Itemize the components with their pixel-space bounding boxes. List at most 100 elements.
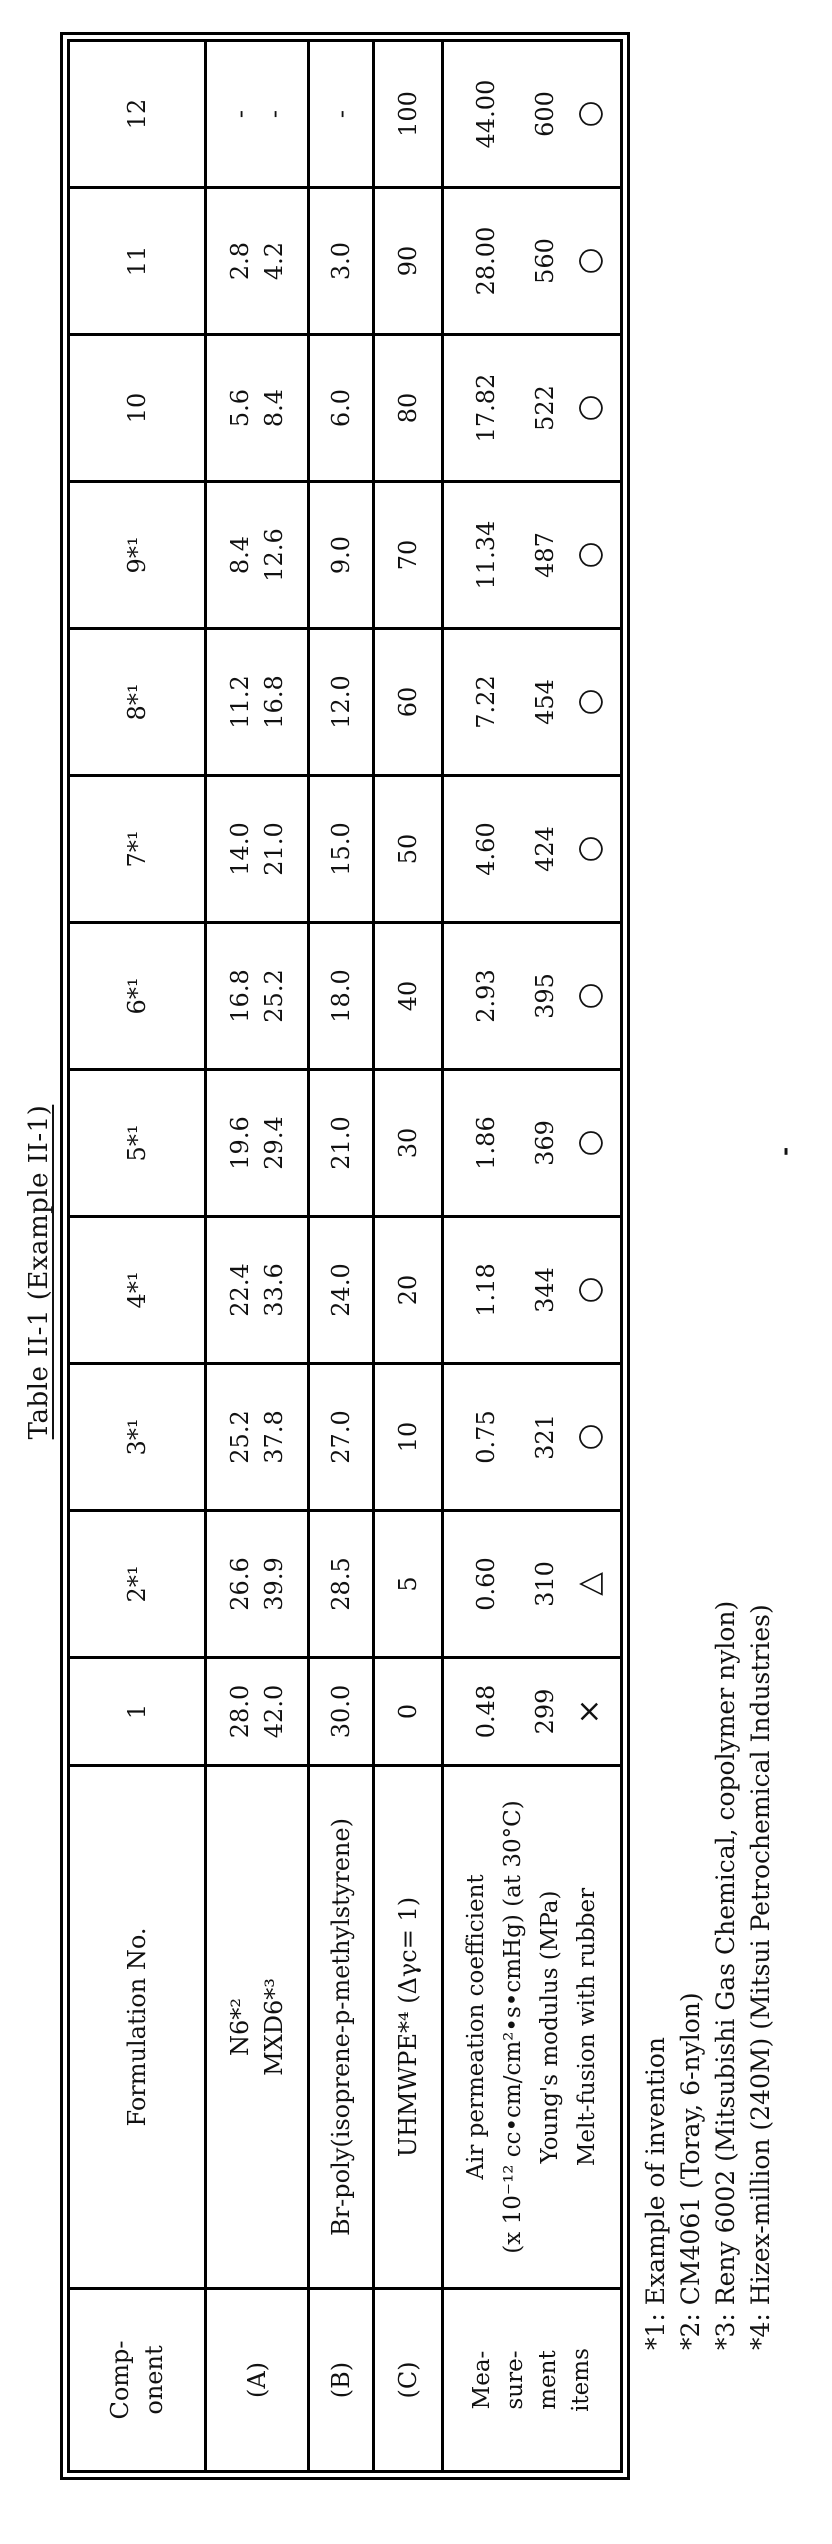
label-b-cell: Br-poly(isoprene-p-methylstyrene) [308,1765,374,2289]
melt-fusion-symbol: × [571,1698,607,1725]
cell: 28.0 42.0 [205,1657,309,1766]
cell: 16.8 25.2 [205,922,309,1070]
melt-fusion-symbol: △ [571,1572,607,1596]
label-melt-fusion: Melt-fusion with rubber [574,1887,600,2167]
corner-line: Comp- [106,2340,134,2420]
corner-line: onent [140,2345,168,2415]
cell: 0.48 299 × [442,1657,622,1766]
col-header-6: 6*¹ [68,922,206,1070]
row-b: (B) Br-poly(isoprene-p-methylstyrene) 30… [308,40,374,2472]
cell: 21.0 [308,1069,374,1217]
melt-fusion-symbol: ○ [571,100,607,128]
cell: 25.2 37.8 [205,1363,309,1511]
cell: 30 [373,1069,443,1217]
cell: 18.0 [308,922,374,1070]
cell: 6.0 [308,334,374,482]
header-row: Comp- onent Formulation No. 1 2*¹ 3*¹ 4*… [68,40,206,2472]
col-header-7: 7*¹ [68,775,206,923]
cell: 15.0 [308,775,374,923]
row-measurement: Mea- sure- ment items Air permeation coe… [442,40,622,2472]
group-measurement-cell: Mea- sure- ment items [442,2288,622,2472]
label-air-permeation: Air permeation coefficient [463,1874,489,2180]
row-c: (C) UHMWPE*⁴ (Δγc= 1) 0 5 10 20 30 40 50… [373,40,443,2472]
stray-mark: - [772,1146,798,1156]
col-header-1: 1 [68,1657,206,1766]
label-measurement-cell: Air permeation coefficient (x 10⁻¹² cc•c… [442,1765,622,2289]
cell: 1.18 344 ○ [442,1216,622,1364]
footnote: *3: Reny 6002 (Mitsubishi Gas Chemical, … [711,1600,740,2350]
col-header-10: 10 [68,334,206,482]
cell: 11.2 16.8 [205,628,309,776]
cell: 4.60 424 ○ [442,775,622,923]
cell: 27.0 [308,1363,374,1511]
col-header-9: 9*¹ [68,481,206,629]
label-mxd6: MXD6*³ [260,1978,288,2076]
label-air-units: (x 10⁻¹² cc•cm/cm²•s•cmHg) (at 30°C) [500,1800,526,2254]
footnote: *1: Example of invention [641,2036,670,2350]
cell: 0 [373,1657,443,1766]
cell: 40 [373,922,443,1070]
col-header-5: 5*¹ [68,1069,206,1217]
cell: 1.86 369 ○ [442,1069,622,1217]
melt-fusion-symbol: ○ [571,541,607,569]
col-header-12: 12 [68,40,206,188]
cell: 20 [373,1216,443,1364]
cell: 30.0 [308,1657,374,1766]
cell: 9.0 [308,481,374,629]
data-table: Comp- onent Formulation No. 1 2*¹ 3*¹ 4*… [67,39,623,2473]
cell: 17.82 522 ○ [442,334,622,482]
group-c-cell: (C) [373,2288,443,2472]
melt-fusion-symbol: ○ [571,1423,607,1451]
table-frame: Comp- onent Formulation No. 1 2*¹ 3*¹ 4*… [60,32,630,2480]
cell: - [308,40,374,188]
row-a: (A) N6*² MXD6*³ 28.0 42.0 26.6 39.9 25.2 37… [205,40,309,2472]
label-youngs-modulus: Young's modulus (MPa) [537,1890,563,2164]
footnote: *4: Hizex-million (240M) (Mitsui Petroch… [746,1604,775,2350]
cell: 11.34 487 ○ [442,481,622,629]
footnotes: *1: Example of invention *2: CM4061 (Tor… [638,1601,778,2350]
group-b-cell: (B) [308,2288,374,2472]
cell: 60 [373,628,443,776]
melt-fusion-symbol: ○ [571,688,607,716]
cell: 0.75 321 ○ [442,1363,622,1511]
label-n6: N6*² [226,1998,254,2056]
melt-fusion-symbol: ○ [571,835,607,863]
cell: 90 [373,187,443,335]
cell: 14.0 21.0 [205,775,309,923]
cell: 10 [373,1363,443,1511]
cell: 3.0 [308,187,374,335]
cell: 0.60 310 △ [442,1510,622,1658]
formulation-no-cell: Formulation No. [68,1765,206,2289]
cell: 28.5 [308,1510,374,1658]
cell: 2.8 4.2 [205,187,309,335]
cell: 22.4 33.6 [205,1216,309,1364]
cell: 2.93 395 ○ [442,922,622,1070]
cell: 12.0 [308,628,374,776]
footnote: *2: CM4061 (Toray, 6-nylon) [676,1992,705,2350]
col-header-3: 3*¹ [68,1363,206,1511]
cell: 70 [373,481,443,629]
cell: 24.0 [308,1216,374,1364]
melt-fusion-symbol: ○ [571,394,607,422]
col-header-8: 8*¹ [68,628,206,776]
col-header-2: 2*¹ [68,1510,206,1658]
corner-cell: Comp- onent [68,2288,206,2472]
cell: 80 [373,334,443,482]
col-header-11: 11 [68,187,206,335]
cell: 19.6 29.4 [205,1069,309,1217]
melt-fusion-symbol: ○ [571,982,607,1010]
label-c-cell: UHMWPE*⁴ (Δγc= 1) [373,1765,443,2289]
cell: 8.4 12.6 [205,481,309,629]
cell: 5 [373,1510,443,1658]
table-title: Table II-1 (Example II-1) [24,1104,54,1440]
group-a-cell: (A) [205,2288,309,2472]
cell: 7.22 454 ○ [442,628,622,776]
cell: 26.6 39.9 [205,1510,309,1658]
col-header-4: 4*¹ [68,1216,206,1364]
cell: 28.00 560 ○ [442,187,622,335]
melt-fusion-symbol: ○ [571,1276,607,1304]
cell: 50 [373,775,443,923]
cell: 5.6 8.4 [205,334,309,482]
